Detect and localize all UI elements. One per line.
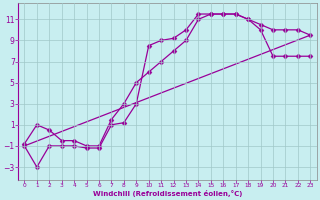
X-axis label: Windchill (Refroidissement éolien,°C): Windchill (Refroidissement éolien,°C) xyxy=(93,190,242,197)
